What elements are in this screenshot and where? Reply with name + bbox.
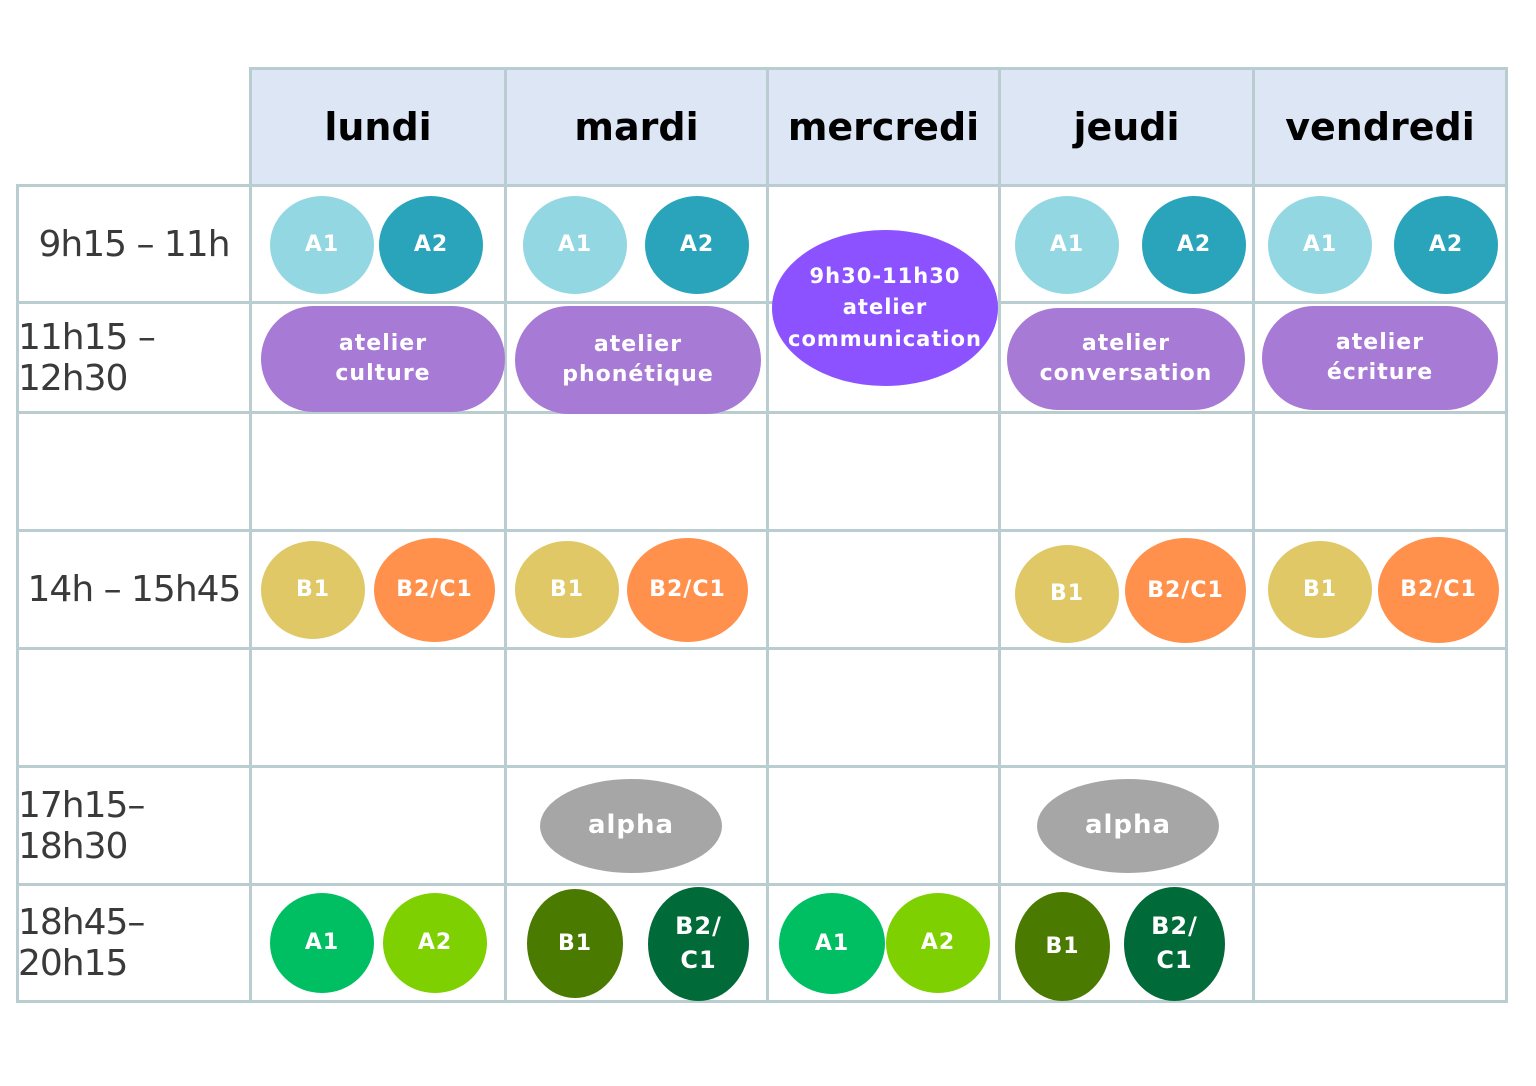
course-a1[interactable]: A1 bbox=[1015, 196, 1119, 294]
course-b1[interactable]: B1 bbox=[515, 541, 619, 638]
time-label: 9h15 – 11h bbox=[38, 223, 230, 265]
grid-line bbox=[17, 1000, 1507, 1003]
course-b1[interactable]: B1 bbox=[527, 889, 623, 998]
course-a2[interactable]: A2 bbox=[645, 196, 749, 294]
grid-line bbox=[249, 67, 252, 1003]
header-background bbox=[252, 68, 1507, 185]
time-label: 14h – 15h45 bbox=[27, 569, 242, 610]
course-b2c1[interactable]: B2/C1 bbox=[627, 538, 748, 642]
grid-line bbox=[17, 529, 1507, 532]
course-b1[interactable]: B1 bbox=[261, 541, 365, 639]
course-alpha[interactable]: alpha bbox=[540, 779, 722, 873]
time-label: 11h15 – 12h30 bbox=[18, 316, 156, 399]
course-a1[interactable]: A1 bbox=[523, 196, 627, 294]
grid-line bbox=[1252, 67, 1255, 1003]
course-b2c1[interactable]: B2/C1 bbox=[374, 538, 495, 642]
course-a1[interactable]: A1 bbox=[779, 893, 885, 994]
course-a2[interactable]: A2 bbox=[383, 893, 487, 993]
grid-line bbox=[998, 67, 1001, 1003]
grid-line bbox=[17, 184, 1507, 187]
course-a2[interactable]: A2 bbox=[1142, 196, 1246, 294]
day-header-lundi: lundi bbox=[324, 104, 432, 149]
grid-line bbox=[504, 67, 507, 1003]
course-b2c1[interactable]: B2/ C1 bbox=[1124, 887, 1225, 1001]
day-header-mardi: mardi bbox=[574, 104, 699, 149]
grid-line bbox=[17, 411, 1507, 414]
day-header-vendredi: vendredi bbox=[1285, 104, 1475, 149]
course-atelier-communication[interactable]: 9h30-11h30 atelier communication bbox=[772, 230, 998, 386]
course-b1[interactable]: B1 bbox=[1015, 545, 1119, 643]
course-atelier-ecriture[interactable]: atelier écriture bbox=[1262, 306, 1498, 410]
course-atelier-conversation[interactable]: atelier conversation bbox=[1007, 308, 1245, 410]
grid-line bbox=[17, 765, 1507, 768]
course-b1[interactable]: B1 bbox=[1015, 892, 1110, 1001]
course-a1[interactable]: A1 bbox=[270, 893, 374, 993]
course-a1[interactable]: A1 bbox=[1268, 196, 1372, 294]
grid-line bbox=[16, 184, 19, 1003]
course-a2[interactable]: A2 bbox=[1394, 196, 1498, 294]
grid-line bbox=[17, 883, 1507, 886]
time-label: 17h15–18h30 bbox=[18, 784, 145, 867]
grid-line bbox=[17, 301, 1507, 304]
course-a2[interactable]: A2 bbox=[886, 893, 990, 993]
time-label: 18h45–20h15 bbox=[18, 902, 145, 984]
grid-line bbox=[252, 67, 1507, 70]
day-header-mercredi: mercredi bbox=[787, 104, 980, 149]
course-b2c1[interactable]: B2/C1 bbox=[1378, 537, 1499, 643]
course-a1[interactable]: A1 bbox=[270, 196, 374, 294]
course-atelier-phonetique[interactable]: atelier phonétique bbox=[515, 306, 761, 414]
course-b1[interactable]: B1 bbox=[1268, 541, 1372, 638]
grid-line bbox=[17, 647, 1507, 650]
grid-line bbox=[766, 67, 769, 1003]
course-alpha[interactable]: alpha bbox=[1037, 779, 1219, 873]
course-a2[interactable]: A2 bbox=[379, 196, 483, 294]
course-b2c1[interactable]: B2/ C1 bbox=[648, 887, 749, 1001]
course-atelier-culture[interactable]: atelier culture bbox=[261, 306, 505, 412]
course-b2c1[interactable]: B2/C1 bbox=[1125, 538, 1246, 643]
grid-line bbox=[1505, 67, 1508, 1003]
day-header-jeudi: jeudi bbox=[1073, 104, 1180, 149]
